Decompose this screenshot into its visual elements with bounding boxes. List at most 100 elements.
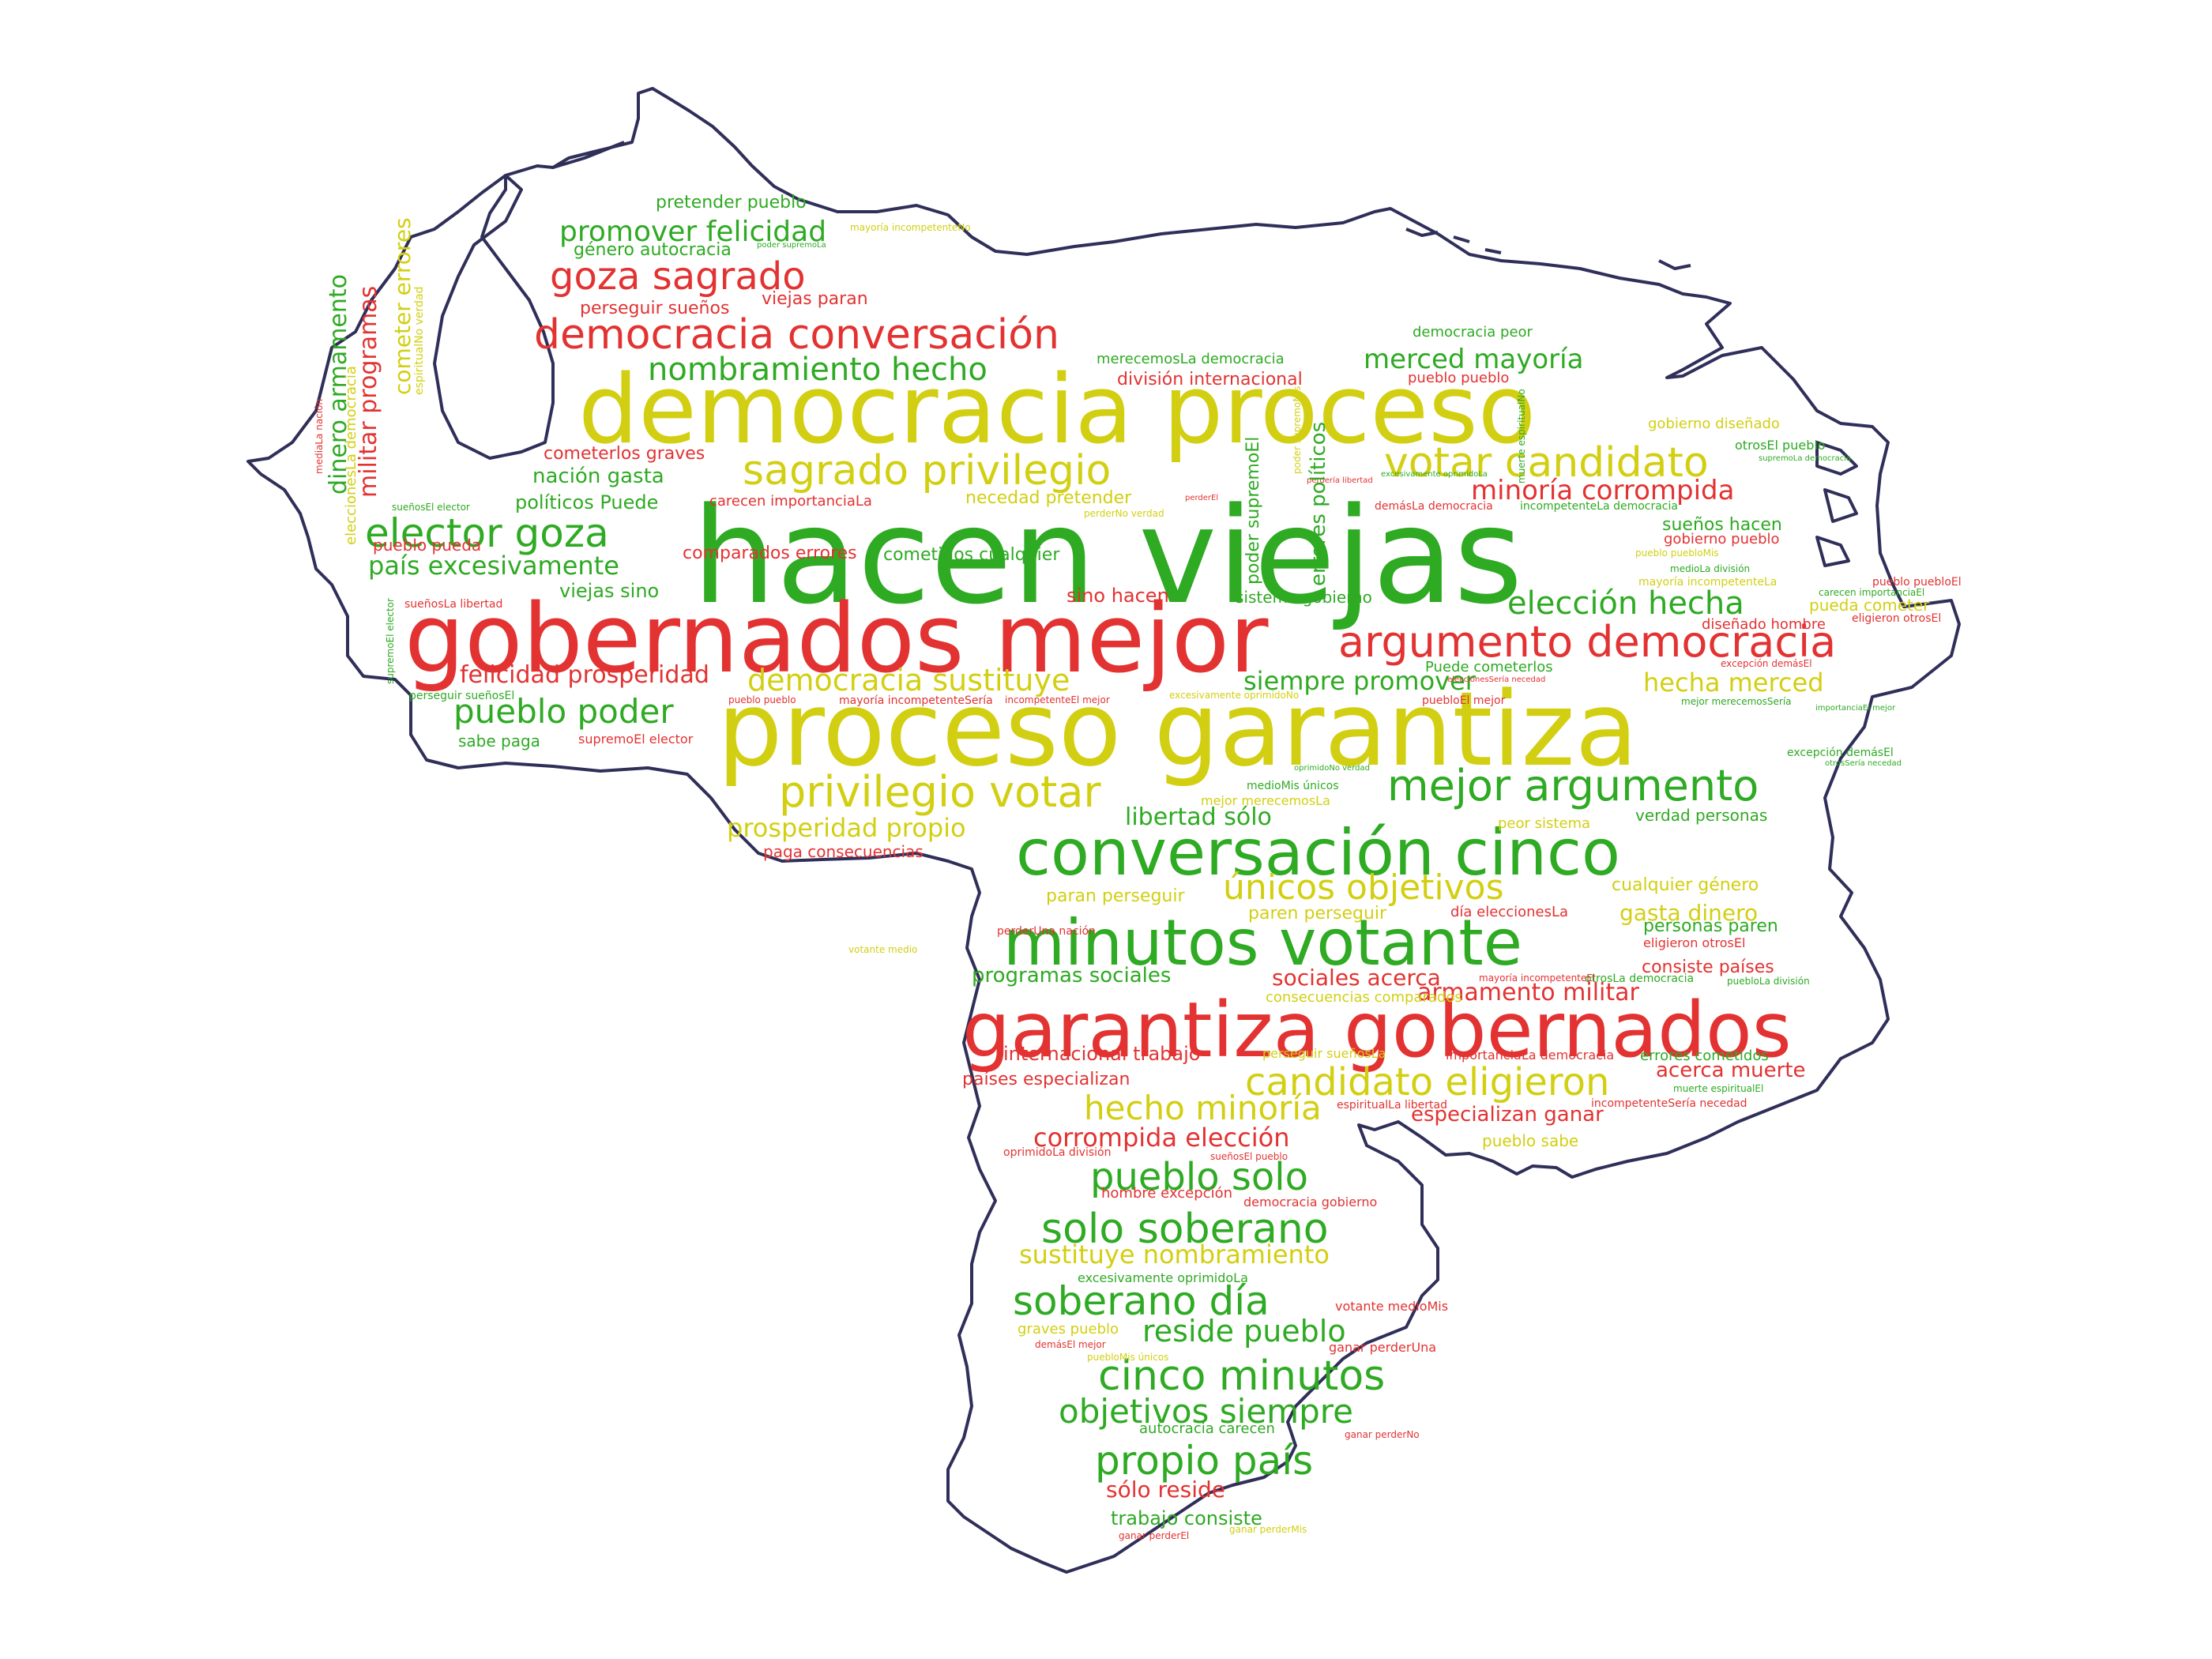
- word-perseguir-suenos-la: perseguir sueñosLa: [1262, 1046, 1386, 1061]
- word-espiritual-no-verdad: espiritualNo verdad: [413, 286, 426, 395]
- word-errores-politicos: errores políticos: [1307, 421, 1330, 586]
- word-democracia-sustituye: democracia sustituye: [747, 663, 1070, 698]
- word-prosperidad-propio: prosperidad propio: [727, 813, 966, 843]
- word-pueda-cometer: pueda cometer: [1809, 596, 1930, 615]
- word-poder-supremo-la: poder supremoLa: [757, 241, 826, 250]
- word-muerte-espiritual-el: muerte espiritualEl: [1673, 1083, 1764, 1094]
- word-genero-autocracia: género autocracia: [574, 240, 732, 260]
- word-demas-democracia: demásLa democracia: [1375, 500, 1493, 513]
- word-excesivamente-oprimido: excesivamente oprimidoLa: [1078, 1270, 1248, 1285]
- word-cometidos-cualquier: cometidos cualquier: [883, 545, 1060, 565]
- word-hecho-minoria: hecho minoría: [1084, 1089, 1322, 1127]
- word-medio-mis-unicos: medioMis únicos: [1247, 780, 1339, 792]
- word-nacion-gasta: nación gasta: [532, 465, 664, 488]
- word-consecuencias-comparados: consecuencias comparados: [1266, 989, 1462, 1006]
- word-eleccion-hecha: elección hecha: [1507, 585, 1744, 622]
- word-soberano-dia: soberano día: [1013, 1278, 1270, 1324]
- word-gobierno-disenado: gobierno diseñado: [1648, 416, 1780, 432]
- word-hacen-viejas: hacen viejas: [692, 479, 1523, 634]
- word-excesivamente-oprimido-no: excesivamente oprimidoNo: [1169, 690, 1300, 701]
- word-errores-cometidos: errores cometidos: [1640, 1048, 1769, 1064]
- word-incompetente-necedad: incompetenteSería necedad: [1591, 1097, 1747, 1110]
- word-siempre-promover: siempre promover: [1243, 666, 1476, 696]
- word-elecciones-seria-necedad: eleccionesSería necedad: [1447, 675, 1546, 684]
- word-proceso-garantiza: proceso garantiza: [717, 669, 1638, 789]
- word-excepcion-demas: excepción demásEl: [1721, 658, 1812, 669]
- word-pueblo-solo: pueblo solo: [1090, 1155, 1308, 1199]
- word-mejor-merecemos-la: mejor merecemosLa: [1201, 793, 1330, 808]
- word-otros-necedad: otrosSería necedad: [1825, 759, 1902, 768]
- word-votar-candidato: votar candidato: [1384, 439, 1709, 487]
- word-importancia-democracia: importanciaLa democracia: [1446, 1048, 1615, 1063]
- word-pueblo-sabe: pueblo sabe: [1482, 1131, 1579, 1150]
- word-promover-felicidad: promover felicidad: [559, 216, 827, 248]
- word-sino-hacen: sino hacen: [1066, 585, 1169, 607]
- word-gobernados-mejor: gobernados mejor: [404, 585, 1269, 694]
- word-medio-la-nacion: mediaLa nación: [314, 398, 325, 474]
- word-graves-pueblo: graves pueblo: [1018, 1321, 1119, 1337]
- word-eligieron-otros: eligieron otrosEl: [1643, 935, 1746, 950]
- word-excesivamente-oprimido-la: excesivamente oprimidoLa: [1381, 470, 1488, 479]
- word-democracia-proceso: democracia proceso: [578, 356, 1537, 465]
- word-especializan-ganar: especializan ganar: [1411, 1103, 1604, 1127]
- word-otros-democracia: otrosLa democracia: [1585, 972, 1695, 985]
- word-mayoria-incompetente-no: mayoría incompetenteNo: [850, 222, 971, 233]
- word-perseguir-suenos-el: perseguir sueñosEl: [409, 690, 515, 702]
- word-merecemos-democracia: merecemosLa democracia: [1097, 351, 1285, 367]
- word-felicidad-prosperidad: felicidad prosperidad: [460, 661, 709, 689]
- word-pueblo-pueblo-a: pueblo pueblo: [1408, 370, 1510, 386]
- word-suenos-la-libertad: sueñosLa libertad: [404, 598, 503, 611]
- word-mayoria-incompetente-la: mayoría incompetenteLa: [1638, 576, 1778, 589]
- word-perseguir-suenos: perseguir sueños: [580, 299, 730, 318]
- word-puede-cometerlos: Puede cometerlos: [1425, 659, 1553, 675]
- word-pueblo-pueblo-la: pueblo pueblo: [728, 694, 796, 705]
- word-libertad-solo: libertad sólo: [1125, 803, 1272, 831]
- word-espiritual-libertad: espiritualLa libertad: [1337, 1099, 1447, 1112]
- word-poder-supremo-el: poder supremoEl: [1243, 436, 1263, 585]
- word-consiste-paises: consiste países: [1642, 957, 1774, 977]
- word-peor-sistema: peor sistema: [1498, 815, 1591, 832]
- word-viejas-sino: viejas sino: [559, 580, 660, 602]
- word-ganar-perder-mis: ganar perderMis: [1229, 1524, 1307, 1535]
- word-elecciones-democracia: eleccionesLa democracia: [343, 366, 359, 545]
- word-autocracia-carecen: autocracia carecen: [1139, 1420, 1275, 1437]
- word-pueblo-mis-unicos: puebloMis únicos: [1087, 1352, 1169, 1363]
- word-pretender-pueblo: pretender pueblo: [656, 193, 807, 213]
- word-gobierno-pueblo: gobierno pueblo: [1664, 531, 1780, 547]
- word-nombramiento-hecho: nombramiento hecho: [648, 352, 988, 388]
- word-conversacion-cinco: conversación cinco: [1016, 816, 1620, 890]
- word-oprimido-no-verdad: oprimidoNo verdad: [1294, 764, 1370, 773]
- word-sabe-paga: sabe paga: [458, 732, 540, 750]
- word-sustituye-nombramiento: sustituye nombramiento: [1019, 1240, 1330, 1270]
- word-comparados-errores: comparados errores: [683, 544, 857, 563]
- word-democracia-gobierno: democracia gobierno: [1243, 1194, 1378, 1209]
- word-argumento-democracia: argumento democracia: [1338, 617, 1837, 667]
- word-mayoria-incompetente-el: mayoría incompetenteEl: [1479, 972, 1596, 984]
- word-cometerlos-graves: cometerlos graves: [544, 444, 705, 464]
- word-pueblo-poder: pueblo poder: [453, 692, 674, 731]
- word-eligieron-otros-la: eligieron otrosEl: [1852, 612, 1942, 625]
- word-politicos-puede: políticos Puede: [515, 491, 659, 514]
- word-carecen-importancia: carecen importanciaLa: [709, 493, 872, 510]
- word-disenado-hombre: diseñado hombre: [1702, 616, 1826, 633]
- word-medio-division: medioLa división: [1670, 563, 1751, 574]
- word-reside-pueblo: reside pueblo: [1142, 1314, 1346, 1349]
- word-cometer-errores: cometer errores: [389, 217, 416, 395]
- word-puebloel-mejor: puebloEl mejor: [1422, 694, 1506, 707]
- word-personas-paren: personas paren: [1643, 916, 1778, 936]
- word-division-internacional: división internacional: [1117, 370, 1303, 389]
- word-importancia-el-mejor: importanciaEl mejor: [1815, 704, 1896, 713]
- word-viejas-paran: viejas paran: [762, 289, 868, 309]
- word-suenos-hacen: sueños hacen: [1662, 515, 1782, 535]
- word-ganar-perder-el: ganar perderEl: [1119, 1530, 1190, 1541]
- word-carecen-importancia-el: carecen importanciaEl: [1819, 587, 1925, 598]
- word-demas-el-mejor: demásEl mejor: [1035, 1339, 1106, 1350]
- word-suenos-el-elector: sueñosEl elector: [392, 502, 470, 513]
- word-acerca-muerte: acerca muerte: [1656, 1059, 1806, 1082]
- word-sociales-acerca: sociales acerca: [1272, 965, 1441, 991]
- word-objetivos-siempre: objetivos siempre: [1059, 1392, 1353, 1431]
- word-candidato-eligieron: candidato eligieron: [1245, 1060, 1610, 1104]
- word-perder-no-verdad: perderNo verdad: [1084, 508, 1164, 519]
- word-trabajo-consiste: trabajo consiste: [1111, 1507, 1262, 1529]
